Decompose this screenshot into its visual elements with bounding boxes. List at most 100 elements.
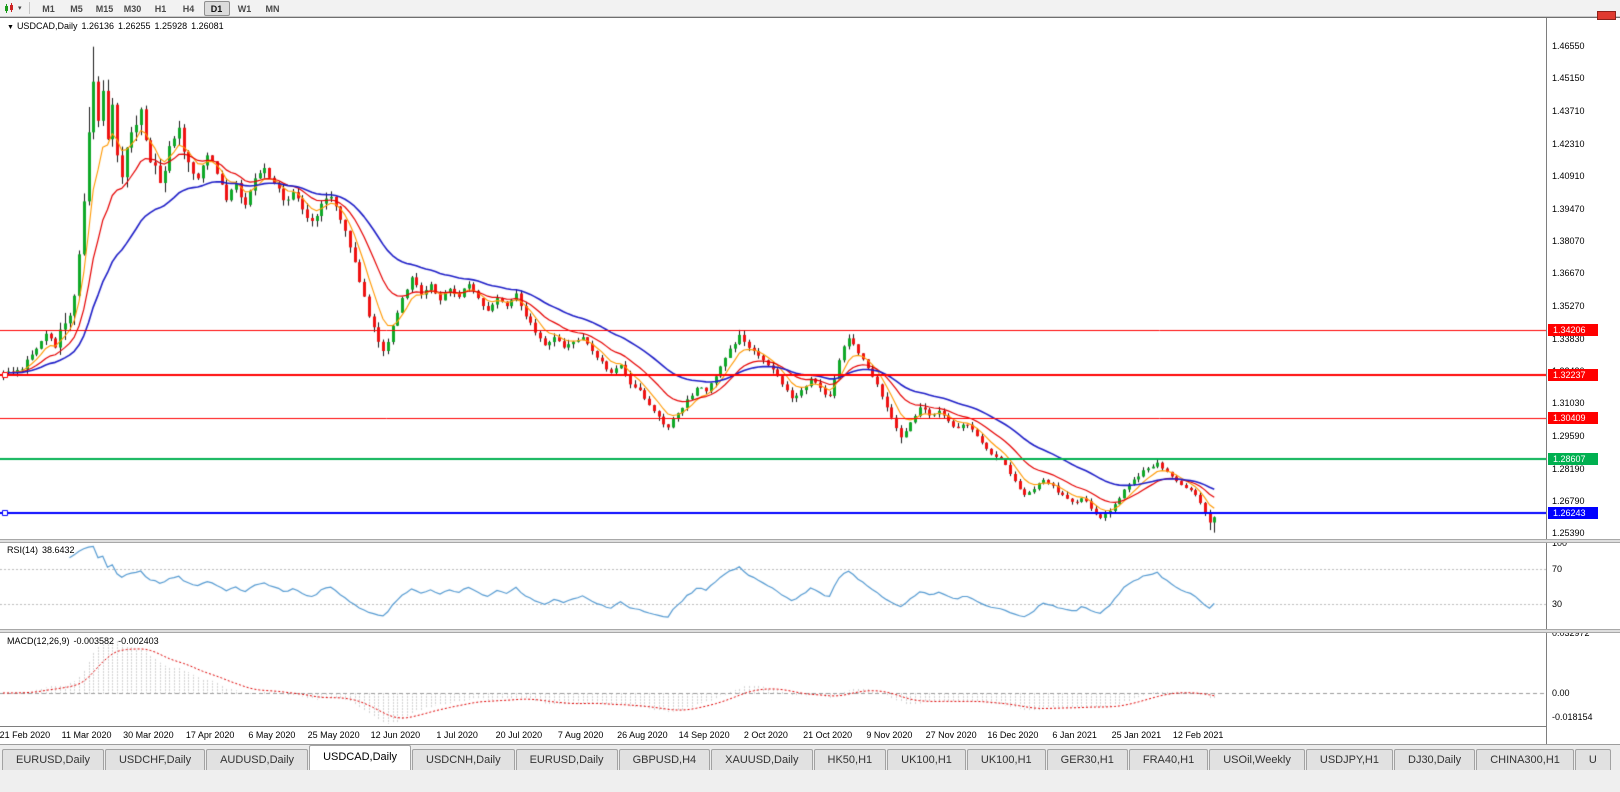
ohlc-low: 1.25928 — [154, 21, 188, 31]
chart-tab-china300-h1[interactable]: CHINA300,H1 — [1476, 749, 1574, 770]
time-axis-label: 26 Aug 2020 — [617, 730, 668, 740]
time-axis-label: 25 Jan 2021 — [1111, 730, 1162, 740]
rsi-scale-label: 100 — [1552, 538, 1568, 548]
chart-tab-eurusd-daily[interactable]: EURUSD,Daily — [2, 749, 104, 770]
time-axis-label: 7 Aug 2020 — [557, 730, 604, 740]
time-axis-label: 1 Jul 2020 — [436, 730, 478, 740]
macd-scale-label: 0.032972 — [1552, 628, 1590, 638]
timeframe-button-m15[interactable]: M15 — [95, 3, 114, 14]
chart-tab-usdcnh-daily[interactable]: USDCNH,Daily — [412, 749, 515, 770]
price-scale-label: 1.29590 — [1552, 431, 1585, 442]
macd-scale-label: 0.00 — [1552, 687, 1570, 698]
chart-tab-usdchf-daily[interactable]: USDCHF,Daily — [104, 749, 206, 770]
time-axis-label: 16 Dec 2020 — [987, 730, 1039, 740]
rsi-scale-label: 70 — [1552, 564, 1563, 575]
price-scale-label: 1.35270 — [1552, 300, 1585, 311]
price-chart-canvas[interactable] — [0, 17, 1546, 726]
timeframe-button-mn[interactable]: MN — [265, 3, 280, 14]
timeframe-button-m1[interactable]: M1 — [42, 3, 55, 14]
chart-tab-fra40-h1[interactable]: FRA40,H1 — [1128, 749, 1209, 770]
time-axis-label: 6 May 2020 — [248, 730, 296, 740]
price-scale-label: 1.28190 — [1552, 463, 1585, 474]
chart-tab-uk100-h1[interactable]: UK100,H1 — [966, 749, 1046, 770]
chart-type-icon[interactable] — [4, 2, 17, 14]
chart-tab-audusd-daily[interactable]: AUDUSD,Daily — [206, 749, 309, 770]
rsi-scale-label: 30 — [1552, 598, 1563, 609]
price-level-badge: 1.32237 — [1548, 369, 1598, 382]
time-axis-label: 25 May 2020 — [307, 730, 360, 740]
chart-tab-uk100-h1[interactable]: UK100,H1 — [887, 749, 966, 770]
time-axis-label: 21 Oct 2020 — [803, 730, 853, 740]
time-axis-label: 27 Nov 2020 — [925, 730, 977, 740]
chart-tab-ger30-h1[interactable]: GER30,H1 — [1046, 749, 1128, 770]
timeframe-button-h4[interactable]: H4 — [182, 3, 195, 14]
price-level-badge: 1.28607 — [1548, 453, 1598, 466]
time-axis-label: 9 Nov 2020 — [866, 730, 913, 740]
ohlc-open: 1.26136 — [81, 21, 114, 31]
macd-signal-value: -0.002403 — [118, 636, 159, 646]
price-scale-label: 1.39470 — [1552, 203, 1585, 214]
chart-tab-usoil-weekly[interactable]: USOil,Weekly — [1209, 749, 1305, 770]
ohlc-close: 1.26081 — [191, 21, 224, 31]
time-axis-label: 2 Oct 2020 — [743, 730, 788, 740]
price-scale-label: 1.45150 — [1552, 73, 1585, 84]
chart-tab-usdjpy-h1[interactable]: USDJPY,H1 — [1305, 749, 1393, 770]
price-scale-label: 1.31030 — [1552, 398, 1585, 409]
price-level-badge: 1.26243 — [1548, 507, 1598, 520]
timeframe-button-m5[interactable]: M5 — [70, 3, 83, 14]
ohlc-high: 1.26255 — [118, 21, 151, 31]
price-scale-label: 1.42310 — [1552, 138, 1585, 149]
time-axis-label: 12 Jun 2020 — [370, 730, 421, 740]
panel-separator[interactable] — [0, 539, 1620, 543]
macd-indicator-label: MACD(12,26,9) -0.003582 -0.002403 — [7, 636, 163, 646]
price-scale-label: 1.40910 — [1552, 170, 1585, 181]
price-scale-label: 1.36670 — [1552, 268, 1585, 279]
time-axis-label: 30 Mar 2020 — [123, 730, 174, 740]
macd-name: MACD(12,26,9) — [7, 636, 70, 646]
time-axis[interactable]: 21 Feb 2020 11 Mar 2020 30 Mar 2020 17 Apr … — [0, 726, 1546, 744]
scale-top-marker — [1597, 11, 1616, 20]
price-level-badge: 1.30409 — [1548, 411, 1598, 424]
price-scale-label: 1.26790 — [1552, 495, 1585, 506]
chart-symbol-label: USDCAD,Daily — [16, 21, 78, 31]
timeframe-buttons-group: M1 M5 M15 M30 H1 H4 D1 W1 MN — [35, 0, 287, 17]
chart-tab-eurusd-daily[interactable]: EURUSD,Daily — [515, 749, 618, 770]
time-axis-label: 6 Jan 2021 — [1052, 730, 1097, 740]
collapse-icon[interactable]: ▼ — [7, 24, 14, 31]
timeframe-button-h1[interactable]: H1 — [154, 3, 167, 14]
chart-tab-gbpusd-h4[interactable]: GBPUSD,H4 — [618, 749, 711, 770]
timeframes-toolbar: ▾ M1 M5 M15 M30 H1 H4 D1 W1 MN — [0, 0, 1620, 17]
timeframe-button-m30[interactable]: M30 — [123, 3, 142, 14]
status-bar — [0, 770, 1620, 792]
chart-window-border — [0, 17, 1620, 18]
rsi-value: 38.6432 — [42, 545, 75, 555]
rsi-indicator-label: RSI(14) 38.6432 — [7, 545, 79, 555]
chart-tab-u[interactable]: U — [1574, 749, 1611, 770]
timeframe-button-d1[interactable]: D1 — [203, 0, 230, 16]
price-scale-label: 1.46550 — [1552, 41, 1585, 51]
time-axis-label: 14 Sep 2020 — [678, 730, 730, 740]
chart-tab-dj30-daily[interactable]: DJ30,Daily — [1394, 749, 1476, 770]
price-scale-label: 1.25390 — [1552, 528, 1585, 539]
price-scale[interactable]: 1.46550 1.45150 1.43710 1.42310 1.40910 1.394… — [1546, 17, 1620, 744]
rsi-name: RSI(14) — [7, 545, 39, 555]
price-scale-label: 1.33830 — [1552, 333, 1585, 344]
panel-separator[interactable] — [0, 629, 1620, 633]
time-axis-label: 12 Feb 2021 — [1172, 730, 1224, 740]
price-scale-label: 1.43710 — [1552, 106, 1585, 117]
time-axis-label: 21 Feb 2020 — [0, 730, 51, 740]
time-axis-label: 11 Mar 2020 — [61, 730, 112, 740]
chart-tab-xauusd-daily[interactable]: XAUUSD,Daily — [711, 749, 813, 770]
time-axis-label: 17 Apr 2020 — [185, 730, 235, 740]
chart-tab-hk50-h1[interactable]: HK50,H1 — [813, 749, 887, 770]
macd-scale-label: -0.018154 — [1552, 712, 1593, 722]
chart-tab-usdcad-daily[interactable]: USDCAD,Daily — [309, 745, 412, 770]
chart-title-overlay: ▼ USDCAD,Daily 1.26136 1.26255 1.25928 1.2608… — [7, 21, 224, 31]
price-scale-label: 1.38070 — [1552, 236, 1585, 247]
chart-type-caret-icon[interactable]: ▾ — [18, 5, 22, 12]
price-level-badge: 1.34206 — [1548, 324, 1598, 337]
timeframe-button-w1[interactable]: W1 — [237, 3, 252, 14]
time-axis-label: 20 Jul 2020 — [495, 730, 543, 740]
chart-tabs-bar: EURUSD,Daily USDCHF,Daily AUDUSD,Daily USDC… — [0, 744, 1620, 770]
